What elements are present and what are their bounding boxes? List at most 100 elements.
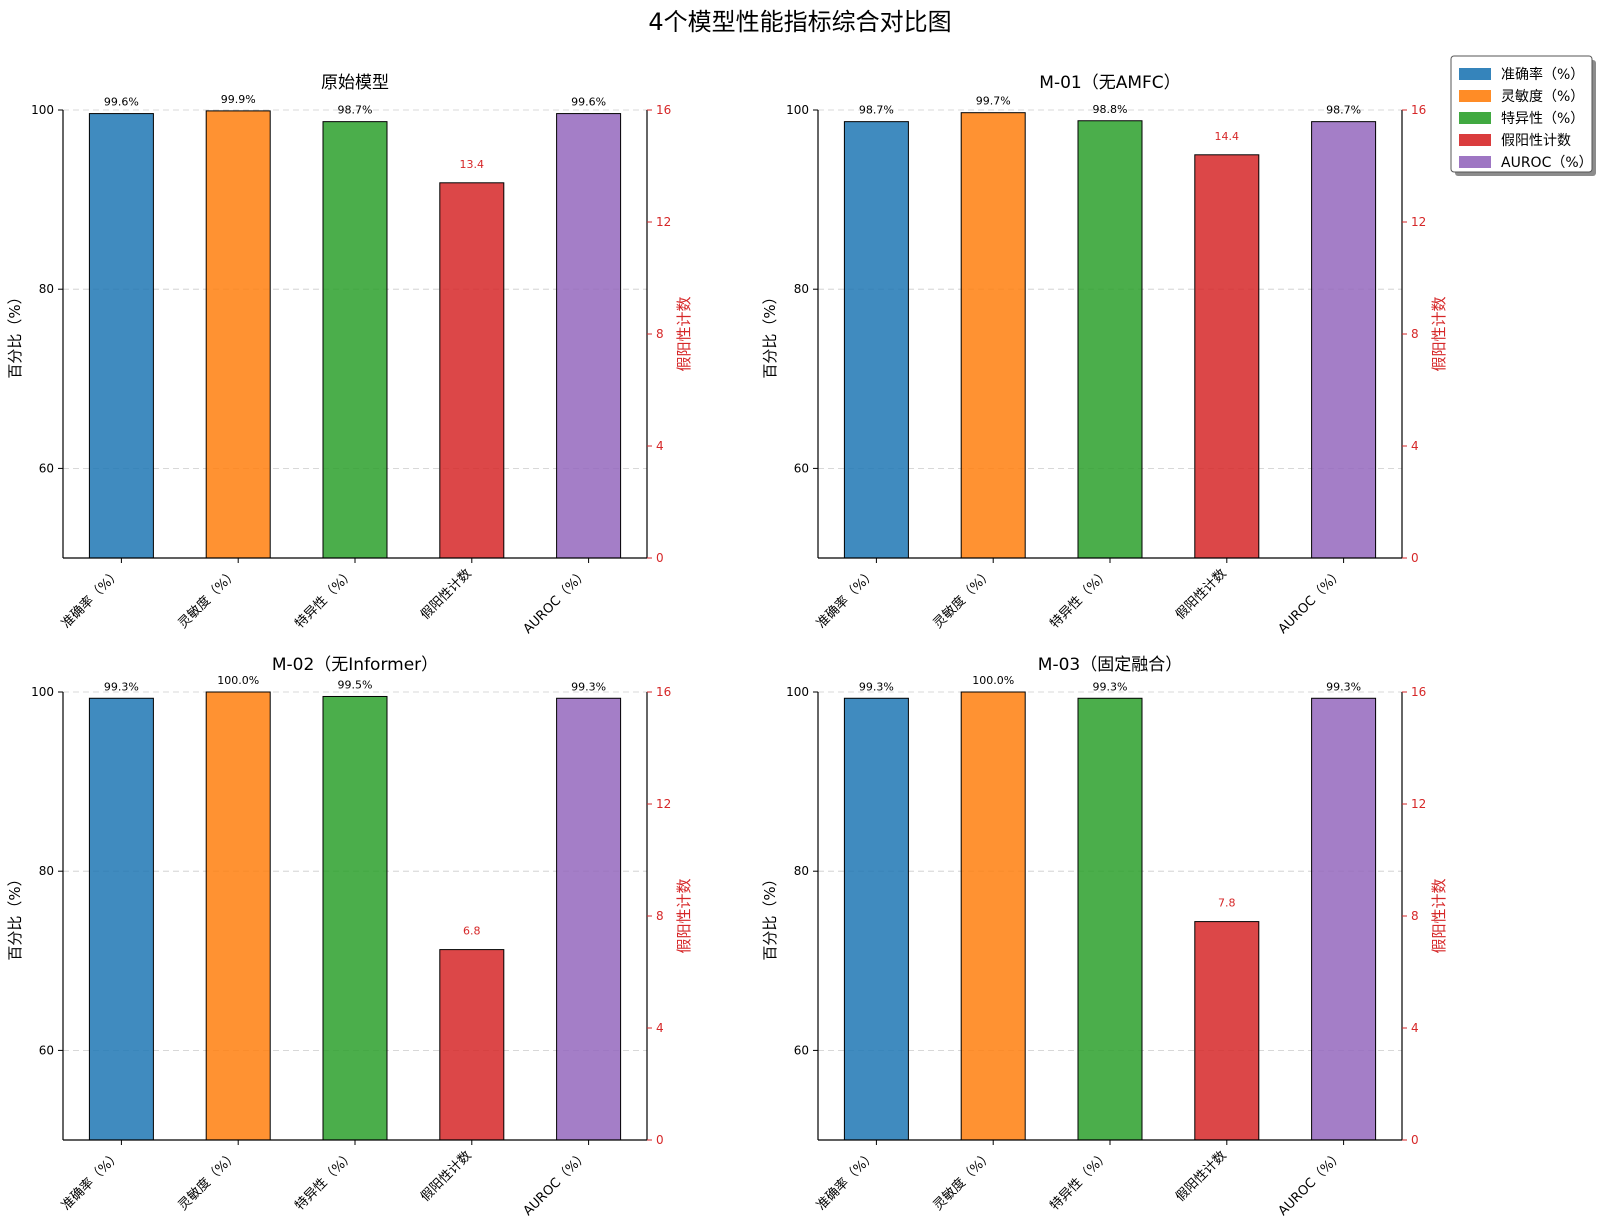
bar-2 [960, 691, 1026, 1141]
panel-4: 99.3% 100.0% 99.3% 7.8 99.3% 60 80 100 0 4 8 12 16 准确… [761, 655, 1448, 1219]
right-tick-label: 4 [656, 1021, 664, 1035]
panel-2: 98.7% 99.7% 98.8% 14.4 98.7% 60 80 100 0 4 8 12 16 准确… [761, 73, 1448, 637]
right-tick-label: 0 [656, 551, 664, 565]
bar-3 [1077, 697, 1143, 1141]
x-tick-label: 特异性（%） [293, 1148, 358, 1213]
bar-value-label: 99.9% [221, 93, 256, 106]
right-tick-label: 12 [656, 797, 671, 811]
x-tick-label: AUROC（%） [1276, 1148, 1347, 1219]
bar-value-label: 99.3% [571, 680, 606, 693]
x-tick-label: 准确率（%） [813, 566, 879, 632]
y-axis-label-right: 假阳性计数 [675, 296, 693, 371]
panel-title: M-02（无Informer） [272, 655, 438, 675]
bar-value-label: 100.0% [217, 674, 259, 687]
bar-value-label: 99.3% [1093, 680, 1128, 693]
bar-5 [556, 697, 622, 1141]
right-tick-label: 12 [1411, 215, 1426, 229]
panel-3: 99.3% 100.0% 99.5% 6.8 99.3% 60 80 100 0 4 8 12 16 准确… [6, 655, 693, 1219]
bar-3 [322, 121, 388, 559]
bar-1 [88, 113, 154, 559]
left-tick-label: 100 [31, 103, 54, 117]
right-tick-label: 16 [656, 103, 671, 117]
x-tick-label: AUROC（%） [521, 566, 592, 637]
x-tick-label: 特异性（%） [293, 566, 358, 631]
x-tick-label: AUROC（%） [1276, 566, 1347, 637]
panel-1: 99.6% 99.9% 98.7% 13.4 99.6% 60 80 100 0 4 8 12 16 准确… [6, 73, 693, 637]
chart-legend: 准确率（%） 灵敏度（%） 特异性（%） 假阳性计数 AUROC（%） [1450, 55, 1596, 176]
left-tick-label: 60 [794, 1043, 809, 1057]
right-tick-label: 16 [1411, 103, 1426, 117]
right-tick-label: 4 [1411, 1021, 1419, 1035]
x-tick-label: AUROC（%） [521, 1148, 592, 1219]
bar-value-label: 99.3% [1326, 680, 1361, 693]
bar-value-label: 99.3% [859, 680, 894, 693]
bar-value-label: 99.6% [104, 96, 139, 109]
right-tick-label: 4 [656, 439, 664, 453]
left-tick-label: 100 [786, 685, 809, 699]
right-tick-label: 16 [1411, 685, 1426, 699]
left-tick-label: 60 [39, 1043, 54, 1057]
panel-title: M-01（无AMFC） [1039, 73, 1180, 93]
bar-1 [843, 697, 909, 1141]
left-tick-label: 80 [794, 282, 809, 296]
legend-swatch [1459, 112, 1491, 124]
x-tick-label: 准确率（%） [813, 1148, 879, 1214]
legend-swatch [1459, 134, 1491, 146]
legend-label: AUROC（%） [1501, 155, 1593, 171]
bar-4 [1194, 154, 1260, 559]
right-tick-label: 0 [1411, 551, 1419, 565]
bar-value-label: 99.5% [338, 678, 373, 691]
x-tick-label: 灵敏度（%） [930, 1148, 996, 1214]
bar-value-label: 13.4 [460, 158, 485, 171]
bar-value-label: 14.4 [1215, 130, 1240, 143]
right-tick-label: 8 [1411, 327, 1419, 341]
right-tick-label: 16 [656, 685, 671, 699]
x-tick-label: 准确率（%） [58, 1148, 124, 1214]
right-tick-label: 12 [1411, 797, 1426, 811]
figure-title: 4个模型性能指标综合对比图 [648, 8, 951, 36]
legend-swatch [1459, 90, 1491, 102]
left-tick-label: 80 [39, 864, 54, 878]
bar-4 [439, 182, 505, 559]
bar-5 [1311, 697, 1377, 1141]
bar-2 [960, 112, 1026, 559]
bar-2 [205, 110, 271, 559]
bar-value-label: 6.8 [463, 925, 481, 938]
right-tick-label: 8 [656, 327, 664, 341]
bar-4 [1194, 921, 1260, 1141]
legend-swatch [1459, 68, 1491, 80]
bar-value-label: 98.7% [859, 104, 894, 117]
bar-value-label: 98.7% [1326, 104, 1361, 117]
x-tick-label: 灵敏度（%） [930, 566, 996, 632]
left-tick-label: 60 [794, 461, 809, 475]
left-tick-label: 60 [39, 461, 54, 475]
left-tick-label: 100 [31, 685, 54, 699]
legend-label: 准确率（%） [1501, 66, 1584, 83]
left-tick-label: 100 [786, 103, 809, 117]
bar-5 [1311, 121, 1377, 559]
right-tick-label: 4 [1411, 439, 1419, 453]
right-tick-label: 0 [1411, 1133, 1419, 1147]
x-tick-label: 假阳性计数 [1173, 566, 1230, 623]
bar-2 [205, 691, 271, 1141]
legend-label: 灵敏度（%） [1501, 89, 1584, 105]
y-axis-label: 百分比（%） [761, 871, 779, 960]
x-tick-label: 灵敏度（%） [175, 1148, 241, 1214]
chart-panels: 99.6% 99.9%98.7%13.499.6%60801000481216准确… [6, 73, 1448, 1219]
bar-1 [88, 697, 154, 1141]
right-tick-label: 8 [656, 909, 664, 923]
left-tick-label: 80 [39, 282, 54, 296]
legend-label: 假阳性计数 [1501, 133, 1571, 149]
y-axis-label-right: 假阳性计数 [1430, 878, 1448, 953]
x-tick-label: 假阳性计数 [418, 1148, 475, 1205]
panel-title: M-03（固定融合） [1038, 655, 1182, 675]
bar-3 [322, 695, 388, 1141]
x-tick-label: 灵敏度（%） [175, 566, 241, 632]
bar-value-label: 99.7% [976, 95, 1011, 108]
right-tick-label: 0 [656, 1133, 664, 1147]
x-tick-label: 特异性（%） [1048, 1148, 1113, 1213]
panel-title: 原始模型 [321, 73, 389, 93]
right-tick-label: 12 [656, 215, 671, 229]
y-axis-label: 百分比（%） [6, 871, 24, 960]
